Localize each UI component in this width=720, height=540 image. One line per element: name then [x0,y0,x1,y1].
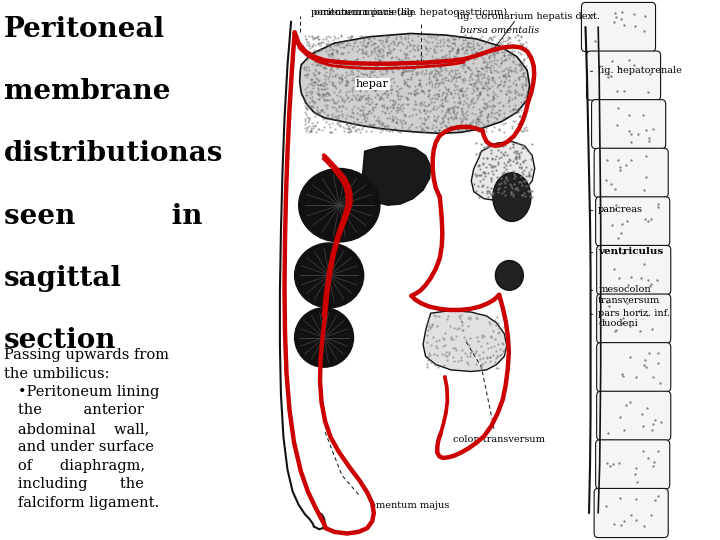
Polygon shape [423,310,507,372]
Text: distributionas: distributionas [4,140,224,167]
FancyBboxPatch shape [595,440,670,489]
FancyBboxPatch shape [594,488,668,537]
Ellipse shape [495,260,523,290]
Ellipse shape [294,308,354,367]
FancyBboxPatch shape [595,197,670,246]
Text: mesocolon: mesocolon [590,285,651,294]
Text: Peritoneal: Peritoneal [4,16,166,43]
FancyBboxPatch shape [594,148,668,197]
Text: hepar: hepar [356,79,389,89]
Text: lig. coronarium hepatis dext.: lig. coronarium hepatis dext. [456,11,600,21]
Text: ventriculus: ventriculus [590,247,663,256]
Text: omentum majus: omentum majus [370,501,449,510]
FancyBboxPatch shape [597,391,671,441]
Text: bursa omentalis: bursa omentalis [459,26,539,35]
Ellipse shape [493,173,531,221]
Text: pancreas: pancreas [590,205,643,214]
Text: membrane: membrane [4,78,171,105]
Polygon shape [362,146,431,205]
Text: transversum: transversum [598,296,660,305]
Text: pars horiz. inf.: pars horiz. inf. [590,309,670,318]
FancyBboxPatch shape [597,294,671,343]
Polygon shape [300,33,530,133]
Text: colon transversum: colon transversum [453,435,545,444]
Text: sagittal: sagittal [4,265,122,292]
Text: section: section [4,327,117,354]
FancyBboxPatch shape [592,99,666,148]
Text: omentum minus (lig. hepatogastricum): omentum minus (lig. hepatogastricum) [314,8,507,17]
FancyBboxPatch shape [597,343,671,392]
FancyBboxPatch shape [582,3,655,51]
Text: seen          in: seen in [4,202,203,230]
FancyBboxPatch shape [597,245,671,295]
FancyBboxPatch shape [587,51,661,100]
Ellipse shape [294,243,364,308]
Polygon shape [472,141,535,201]
Text: duodeni: duodeni [598,320,638,328]
Text: peritoneum parietale: peritoneum parietale [311,8,416,17]
Text: Passing upwards from
the umbilicus:
   •Peritoneum lining
   the         anterio: Passing upwards from the umbilicus: •Per… [4,348,169,510]
Text: lig. hepatorenale: lig. hepatorenale [590,66,682,75]
Ellipse shape [299,168,380,242]
